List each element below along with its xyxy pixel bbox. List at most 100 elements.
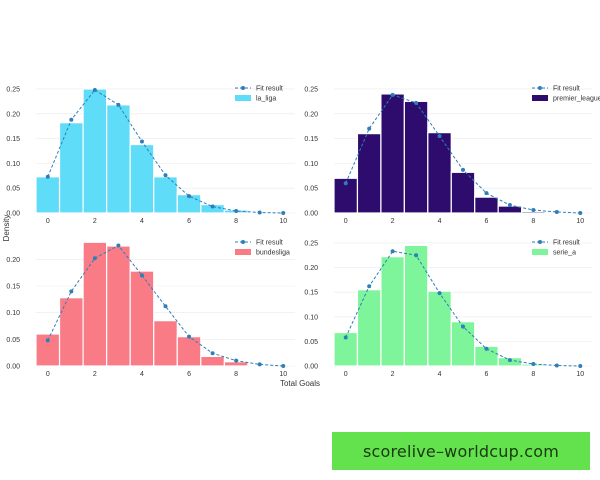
y-tick-label: 0.10	[6, 161, 20, 168]
fit-point	[578, 211, 583, 215]
fit-point	[343, 335, 348, 340]
legend-fit-label: Fit result	[553, 86, 580, 93]
watermark-text: scorelive–worldcup.com	[362, 441, 559, 461]
x-tick-label: 4	[140, 371, 144, 378]
legend-series-label: serie_a	[553, 250, 576, 257]
legend-fit-label: Fit result	[256, 240, 283, 247]
histogram-bar	[129, 143, 155, 214]
fit-point	[210, 204, 215, 209]
histogram-bar	[427, 290, 452, 367]
x-tick-label: 10	[279, 218, 287, 225]
legend-series-swatch	[532, 249, 548, 255]
x-tick-label: 8	[531, 371, 535, 378]
legend-series-swatch	[235, 249, 251, 255]
fit-point	[484, 191, 489, 196]
histogram-bar	[356, 289, 382, 367]
legend-fit-label: Fit result	[553, 240, 580, 247]
x-tick-label: 2	[93, 371, 97, 378]
y-tick-label: 0.10	[6, 310, 20, 317]
y-tick-label: 0.20	[6, 257, 20, 264]
x-tick-label: 6	[485, 371, 489, 378]
y-tick-label: 0.25	[304, 86, 318, 93]
fit-point	[554, 210, 559, 215]
y-tick-label: 0.15	[304, 290, 318, 297]
chart-panel-la_liga: 0.00 0.05 0.10 0.15 0.20 0.25 0 2 4 6 8 10 Fit resul…	[6, 86, 295, 225]
fit-point	[414, 100, 419, 105]
fit-point	[484, 346, 489, 351]
x-tick-label: 6	[187, 218, 191, 225]
histogram-bar	[474, 196, 499, 214]
histogram-bar	[380, 256, 405, 367]
legend-fit-marker	[538, 240, 542, 244]
y-tick-label: 0.05	[6, 186, 20, 193]
histogram-bar	[58, 122, 84, 214]
fit-point	[531, 208, 536, 213]
y-tick-label: 0.15	[6, 284, 20, 291]
fit-point	[257, 362, 262, 367]
fit-point	[437, 291, 442, 296]
x-tick-label: 10	[279, 371, 287, 378]
y-tick-label: 0.15	[304, 136, 318, 143]
fit-point	[234, 358, 239, 363]
fit-point	[281, 211, 286, 215]
y-tick-label: 0.10	[304, 161, 318, 168]
y-tick-label: 0.25	[6, 86, 20, 93]
histogram-bar	[176, 336, 202, 367]
x-tick-label: 0	[46, 371, 50, 378]
histogram-bar	[106, 245, 131, 367]
legend: Fit result premier_league	[532, 86, 600, 103]
legend: Fit result serie_a	[532, 240, 580, 257]
y-tick-label: 0.20	[6, 111, 20, 118]
histogram-bar	[200, 355, 225, 367]
histogram-bar	[403, 100, 429, 214]
fit-point	[257, 210, 262, 215]
y-tick-label: 0.15	[6, 136, 20, 143]
legend-fit-marker	[538, 86, 542, 90]
x-tick-label: 8	[234, 218, 238, 225]
fit-point	[45, 338, 50, 343]
y-tick-label: 0.00	[6, 364, 20, 371]
x-tick-label: 4	[438, 218, 442, 225]
fit-point	[578, 364, 583, 368]
x-tick-label: 10	[576, 371, 584, 378]
fit-point	[461, 324, 465, 329]
fit-point	[507, 358, 512, 363]
fit-point	[210, 351, 215, 356]
fit-point	[414, 253, 419, 258]
histogram-bar	[129, 270, 155, 367]
x-tick-label: 2	[391, 218, 395, 225]
legend-series-label: la_liga	[256, 96, 276, 103]
x-tick-label: 0	[46, 218, 50, 225]
y-tick-label: 0.05	[304, 186, 318, 193]
fit-point	[367, 284, 372, 289]
legend-series-swatch	[235, 95, 251, 101]
x-tick-label: 2	[391, 371, 395, 378]
fit-point	[390, 92, 395, 97]
x-tick-label: 6	[485, 218, 489, 225]
x-tick-label: 4	[140, 218, 144, 225]
x-tick-label: 8	[234, 371, 238, 378]
fit-point	[116, 243, 121, 248]
fit-point	[461, 167, 465, 172]
legend-series-label: premier_league	[553, 96, 600, 103]
y-tick-label: 0.00	[304, 211, 318, 218]
fit-point	[92, 256, 97, 261]
x-tick-label: 0	[344, 218, 348, 225]
x-tick-label: 2	[93, 218, 97, 225]
fit-point	[92, 87, 97, 92]
fit-point	[69, 117, 74, 122]
histogram-bar	[380, 93, 405, 214]
y-tick-label: 0.05	[304, 339, 318, 346]
histogram-bar	[497, 205, 523, 214]
y-tick-label: 0.25	[304, 240, 318, 247]
legend-fit-label: Fit result	[256, 86, 283, 93]
histogram-bar	[427, 132, 452, 214]
fit-point	[507, 203, 512, 208]
histogram-bar	[356, 133, 382, 214]
chart-panel-bundesliga: 0.00 0.05 0.10 0.15 0.20 0 2 4 6 8 10 Fit result bun…	[6, 240, 295, 378]
fit-point	[45, 174, 50, 179]
fit-point	[116, 102, 121, 107]
fit-point	[367, 126, 372, 131]
x-tick-label: 10	[576, 218, 584, 225]
